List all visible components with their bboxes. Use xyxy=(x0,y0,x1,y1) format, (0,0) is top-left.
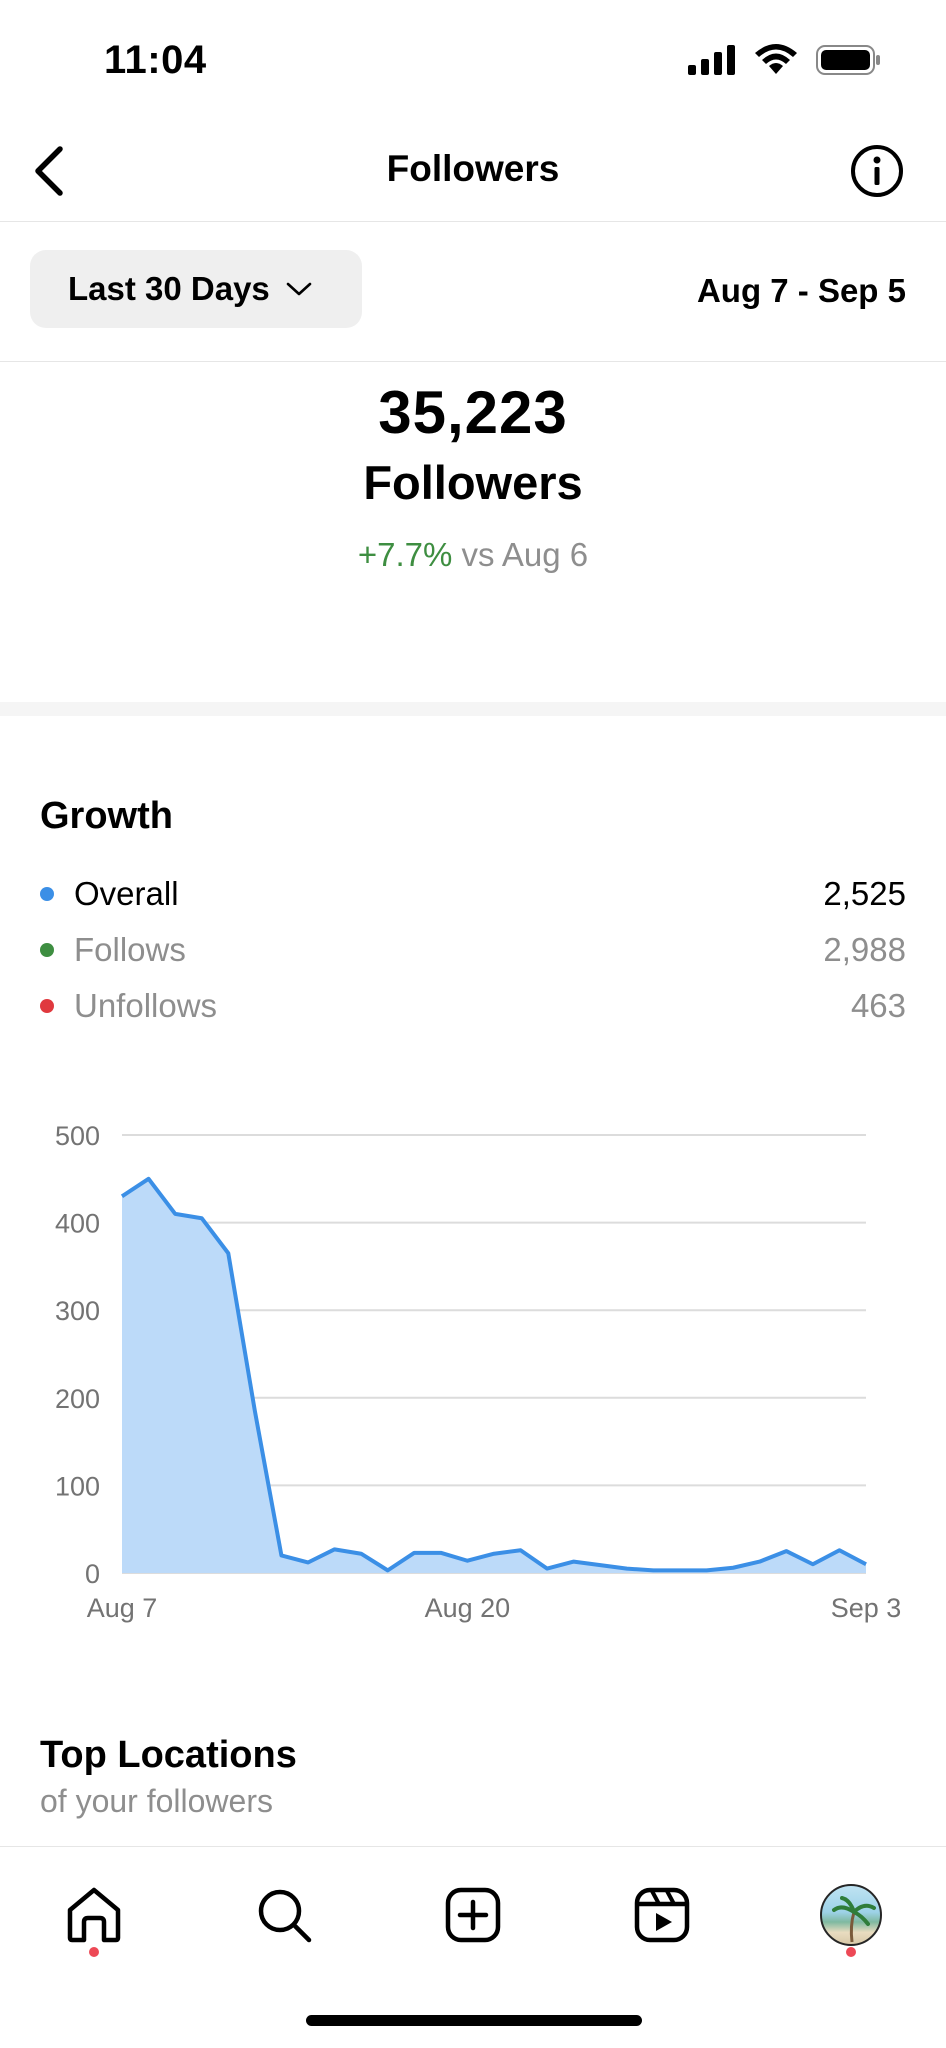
legend-follows-label: Follows xyxy=(74,931,186,968)
top-locations-subtitle: of your followers xyxy=(40,1783,273,1819)
overall-series-area xyxy=(122,1178,866,1573)
growth-chart-svg: 0 100 200 300 400 500 Aug 7 Aug 20 Sep 3 xyxy=(55,1121,902,1623)
wifi-icon xyxy=(755,44,797,74)
date-range-text: Aug 7 - Sep 5 xyxy=(696,272,906,309)
legend-overall-label: Overall xyxy=(74,875,179,912)
reels-icon xyxy=(634,1887,690,1943)
avatar xyxy=(820,1884,882,1946)
home-icon xyxy=(67,1887,121,1943)
legend-unfollows[interactable]: Unfollows 463 xyxy=(40,978,906,1034)
home-indicator xyxy=(306,2015,642,2026)
y-tick-label: 300 xyxy=(55,1296,100,1326)
date-range-row: Last 30 Days Aug 7 - Sep 5 xyxy=(0,222,946,362)
back-button[interactable] xyxy=(14,136,84,206)
info-button[interactable] xyxy=(842,136,912,206)
date-range-label: Last 30 Days xyxy=(68,270,270,307)
legend-overall-value: 2,525 xyxy=(823,875,906,912)
info-icon xyxy=(851,145,903,197)
status-icons xyxy=(688,44,882,76)
x-tick-label: Aug 7 xyxy=(87,1593,158,1623)
y-tick-label: 400 xyxy=(55,1209,100,1239)
tab-reels[interactable] xyxy=(622,1875,702,1955)
tab-create[interactable] xyxy=(433,1875,513,1955)
profile-notification-dot xyxy=(846,1947,856,1957)
page-title: Followers xyxy=(386,148,560,189)
search-icon xyxy=(258,1889,312,1943)
legend-follows[interactable]: Follows 2,988 xyxy=(40,922,906,978)
legend-overall[interactable]: Overall 2,525 xyxy=(40,866,906,922)
followers-summary: 35,223 Followers +7.7% vs Aug 6 xyxy=(0,362,946,702)
tab-profile[interactable] xyxy=(811,1875,891,1955)
top-locations-title: Top Locations xyxy=(40,1734,297,1776)
y-tick-label: 200 xyxy=(55,1384,100,1414)
change-percent: +7.7% xyxy=(357,536,453,573)
follows-dot xyxy=(40,943,54,957)
x-tick-label: Aug 20 xyxy=(425,1593,511,1623)
palm-tree-icon xyxy=(832,1896,876,1943)
section-divider xyxy=(0,702,946,716)
y-tick-label: 100 xyxy=(55,1471,100,1501)
date-range-dropdown[interactable]: Last 30 Days xyxy=(30,250,362,328)
overall-series-line xyxy=(120,1176,867,1573)
x-tick-label: Sep 3 xyxy=(831,1593,902,1623)
tab-bar xyxy=(0,1846,946,2048)
overall-dot xyxy=(40,887,54,901)
cellular-signal-icon xyxy=(688,45,735,75)
legend-unfollows-label: Unfollows xyxy=(74,987,218,1024)
followers-change: +7.7% vs Aug 6 xyxy=(0,536,946,574)
home-notification-dot xyxy=(89,1947,99,1957)
legend-unfollows-value: 463 xyxy=(850,987,906,1024)
y-tick-label: 500 xyxy=(55,1121,100,1151)
tab-search[interactable] xyxy=(244,1875,324,1955)
followers-count: 35,223 xyxy=(378,379,568,446)
chevron-left-icon xyxy=(35,146,63,196)
tab-home[interactable] xyxy=(54,1875,134,1955)
growth-legend: Overall 2,525 Follows 2,988 Unfollows 46… xyxy=(40,866,906,1034)
battery-icon xyxy=(816,45,880,75)
nav-header: Followers xyxy=(0,120,946,222)
plus-square-icon xyxy=(445,1887,501,1943)
status-time: 11:04 xyxy=(104,38,207,82)
legend-follows-value: 2,988 xyxy=(823,931,906,968)
change-comparison: vs Aug 6 xyxy=(452,536,589,573)
y-tick-label: 0 xyxy=(85,1559,100,1589)
chevron-down-icon xyxy=(286,282,312,296)
unfollows-dot xyxy=(40,999,54,1013)
growth-chart[interactable]: 0 100 200 300 400 500 Aug 7 Aug 20 Sep 3 xyxy=(0,1100,946,1630)
status-bar: 11:04 xyxy=(0,0,946,120)
followers-label: Followers xyxy=(363,456,583,509)
growth-title: Growth xyxy=(40,795,173,837)
